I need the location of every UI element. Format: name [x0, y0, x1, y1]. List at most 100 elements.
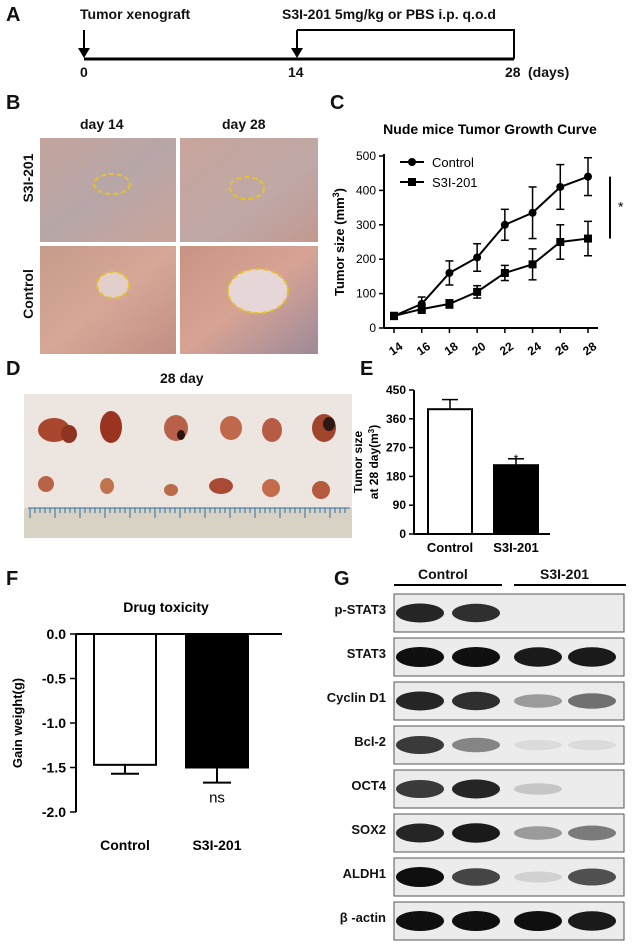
tumor-control: [100, 411, 122, 443]
x-tick-label: 14: [386, 339, 405, 358]
data-point: [417, 305, 426, 314]
tumor-s3i: [100, 478, 114, 494]
excised-tumors-photo: [24, 394, 352, 538]
y-tick-label: 500: [356, 149, 376, 163]
panel-label-a: A: [6, 4, 21, 26]
y-tick-label: 100: [356, 287, 376, 301]
data-point: [473, 253, 482, 262]
tumor-s3i: [209, 478, 233, 494]
panel-label-b: B: [6, 92, 21, 114]
annotation-ns: ns: [209, 790, 225, 807]
panel-label-c: C: [330, 92, 345, 114]
band-label: Cyclin D1: [326, 690, 386, 705]
photo-s3i-day28: [180, 138, 318, 242]
bar-control: [427, 408, 473, 536]
treatment-label: S3I-201 5mg/kg or PBS i.p. q.o.d: [282, 6, 496, 22]
y-tick-label: -1.5: [42, 760, 66, 776]
series-line-control: [393, 175, 589, 317]
tick-day-14: 14: [288, 64, 304, 80]
significance-mark: *: [618, 199, 624, 215]
blot-band: [396, 691, 444, 711]
y-tick-label: 0: [369, 321, 376, 335]
x-tick-label: Control: [100, 837, 150, 850]
blot-band: [568, 911, 616, 931]
significance-mark: *: [514, 452, 519, 466]
data-point: [528, 208, 537, 217]
blot-band: [568, 693, 616, 709]
y-tick-label: 180: [386, 469, 406, 483]
blot-band: [396, 911, 444, 931]
blot-band: [452, 823, 500, 843]
band-label: SOX2: [351, 822, 386, 837]
chart-title: Nude mice Tumor Growth Curve: [383, 121, 597, 137]
band-label: p-STAT3: [334, 602, 386, 617]
y-tick-label: 450: [386, 383, 406, 397]
blot-band: [452, 603, 500, 623]
blot-band: [452, 911, 500, 931]
blot-band: [396, 780, 444, 798]
data-point: [584, 234, 592, 243]
band-label: ALDH1: [342, 866, 386, 881]
y-tick-label: 270: [386, 441, 406, 455]
blot-band: [452, 647, 500, 667]
panel-label-d: D: [6, 358, 21, 380]
blot-band: [452, 779, 500, 799]
blot-band: [568, 647, 616, 667]
data-point: [556, 182, 565, 191]
group-label-s3i: S3I-201: [540, 566, 590, 582]
blot-band: [396, 823, 444, 843]
band-label: OCT4: [351, 778, 386, 793]
y-tick-label: 0: [399, 527, 406, 541]
row-label-control: Control: [20, 269, 36, 319]
chart-drug-toxicity: Drug toxicity 0.0 -0.5 -1.0 -1.5 -2.0 Control S…: [10, 599, 282, 850]
tumor-control: [220, 416, 242, 440]
blot-band: [514, 783, 562, 795]
tumor-outline: [93, 173, 131, 195]
chart-tumor-size-28day: 0 90 180 270 360 450 Control S3I-201 * Tumor size…: [354, 383, 550, 555]
tick-day-0: 0: [80, 64, 88, 80]
y-axis-label: Gain weight(g): [10, 678, 25, 768]
data-point: [445, 299, 454, 308]
tumor-outline: [229, 176, 265, 200]
data-point: [556, 238, 565, 246]
panel-label-e: E: [360, 358, 374, 380]
mouse-photos: [40, 138, 318, 354]
tumor-outline: [96, 271, 130, 299]
blot-labels: p-STAT3 STAT3 Cyclin D1 Bcl-2 OCT4 SOX2 …: [300, 592, 386, 950]
data-point: [390, 311, 398, 320]
legend-marker: [408, 178, 416, 186]
x-tick-label: S3I-201: [493, 540, 539, 555]
days-unit: (days): [528, 64, 570, 80]
y-tick-label: -0.5: [42, 671, 66, 687]
col-day14: day 14: [80, 116, 124, 132]
data-point: [500, 220, 509, 229]
blot-band: [514, 647, 562, 667]
blot-band: [452, 691, 500, 711]
bar-s3i-201: [493, 464, 539, 535]
blot-band: [514, 826, 562, 840]
y-tick-label: 300: [356, 218, 376, 232]
band-label: Bcl-2: [354, 734, 386, 749]
blot-band: [568, 825, 616, 841]
tumor-control: [323, 417, 335, 431]
tumor-outline: [227, 268, 289, 314]
chart-title: Drug toxicity: [123, 599, 209, 615]
col-day28: day 28: [222, 116, 266, 132]
y-tick-label: -1.0: [42, 715, 66, 731]
data-point: [473, 287, 482, 296]
blot-band: [514, 694, 562, 708]
chart-growth-curve: Nude mice Tumor Growth Curve 0 100 200 300 40…: [331, 121, 624, 358]
blot-band: [396, 647, 444, 667]
blot-band: [514, 739, 562, 751]
data-point: [584, 172, 592, 181]
y-tick-label: -2.0: [42, 804, 66, 820]
tumor-control: [61, 425, 77, 443]
blot-band: [396, 867, 444, 887]
y-axis-label: Tumor size (mm3): [331, 188, 347, 296]
x-tick-label: 18: [442, 339, 461, 358]
photo-s3i-day14: [40, 138, 176, 242]
blot-band: [568, 739, 616, 751]
tumor-s3i: [38, 476, 54, 492]
legend-label: Control: [432, 155, 474, 170]
data-point: [445, 268, 454, 277]
